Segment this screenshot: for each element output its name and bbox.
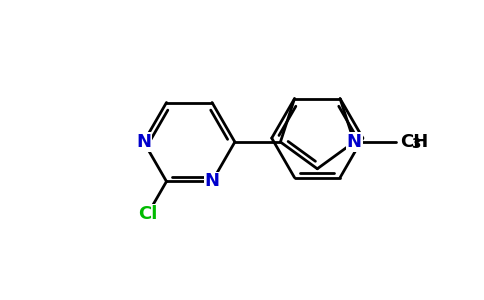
Text: N: N [136,133,151,151]
Text: N: N [347,133,362,151]
Text: CH: CH [400,133,428,151]
Text: 3: 3 [411,137,420,151]
Text: Cl: Cl [138,205,157,223]
Text: N: N [205,172,220,190]
